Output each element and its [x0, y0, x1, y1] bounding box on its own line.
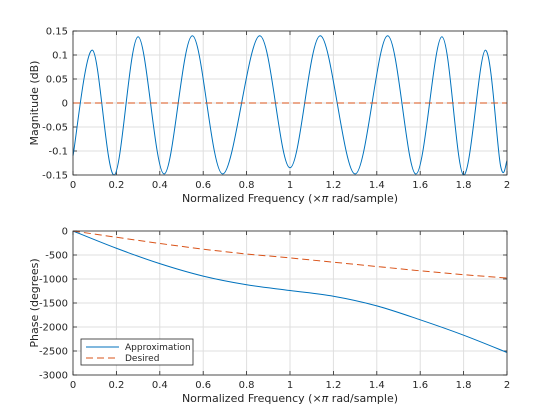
- y-tick-label: -0.1: [48, 147, 68, 158]
- y-tick-label: -500: [45, 251, 68, 262]
- axes-1: 0 0.2 0.4 0.6 0.8 1 1.2 1.4 1.6 1.8 2 -0.15 -0.1 -0.0…: [28, 27, 510, 206]
- x-tick-label: 0.6: [195, 180, 211, 191]
- x-tick-label: 1: [287, 180, 293, 191]
- y-tick-label: 0.1: [52, 51, 68, 62]
- series-approximation-line: [72, 35, 508, 176]
- y-tick-label: 0: [62, 227, 68, 238]
- y-tick-label: 0.15: [46, 27, 68, 38]
- y-tick-label: -1500: [39, 299, 68, 310]
- x-tick-label: 0.6: [195, 380, 211, 391]
- y-tick-label: 0.05: [46, 75, 68, 86]
- x-tick-label: 0: [70, 180, 76, 191]
- x-tick-label: 0.8: [239, 180, 255, 191]
- axes-box: [72, 230, 508, 376]
- x-tick-label: 0.2: [108, 180, 124, 191]
- y-tick-label: -2500: [39, 347, 68, 358]
- y-tick-label: -3000: [39, 371, 68, 382]
- x-tick-label: 1.4: [369, 380, 385, 391]
- y-tick-label: -1000: [39, 275, 68, 286]
- x-tick-label: 1.6: [412, 180, 428, 191]
- x-tick-label: 1.4: [369, 180, 385, 191]
- axes-2: 0 0.2 0.4 0.6 0.8 1 1.2 1.4 1.6 1.8 2 -3000 -2500 -20…: [28, 227, 510, 406]
- x-tick-label: 1: [287, 380, 293, 391]
- x-tick-label: 1.8: [456, 380, 472, 391]
- legend-box: [80, 338, 194, 366]
- x-tick-label: 0.8: [239, 380, 255, 391]
- x-tick-label: 1.2: [325, 180, 341, 191]
- y-tick-label: -0.15: [42, 171, 68, 182]
- series-desired-line: [72, 230, 508, 279]
- y-tick-label: -2000: [39, 323, 68, 334]
- x-tick-label: 1.6: [412, 380, 428, 391]
- x-axis-label: Normalized Frequency (×π rad/sample): [182, 192, 398, 205]
- x-tick-label: 1.2: [325, 380, 341, 391]
- y-axis-label: Magnitude (dB): [28, 61, 41, 146]
- legend-label-desired: Desired: [125, 354, 159, 364]
- y-tick-label: -0.05: [42, 123, 68, 134]
- y-axis-label: Phase (degrees): [28, 258, 41, 347]
- series-approximation-line: [72, 230, 508, 353]
- y-tick-label: 0: [62, 99, 68, 110]
- x-tick-label: 2: [504, 180, 510, 191]
- legend-label-approximation: Approximation: [125, 343, 191, 353]
- x-tick-label: 2: [504, 380, 510, 391]
- x-tick-label: 0.4: [152, 380, 168, 391]
- x-tick-label: 0.4: [152, 180, 168, 191]
- axes-box: [72, 30, 508, 176]
- x-tick-label: 0.2: [108, 380, 124, 391]
- x-tick-label: 0: [70, 380, 76, 391]
- x-axis-label: Normalized Frequency (×π rad/sample): [182, 392, 398, 405]
- x-tick-label: 1.8: [456, 180, 472, 191]
